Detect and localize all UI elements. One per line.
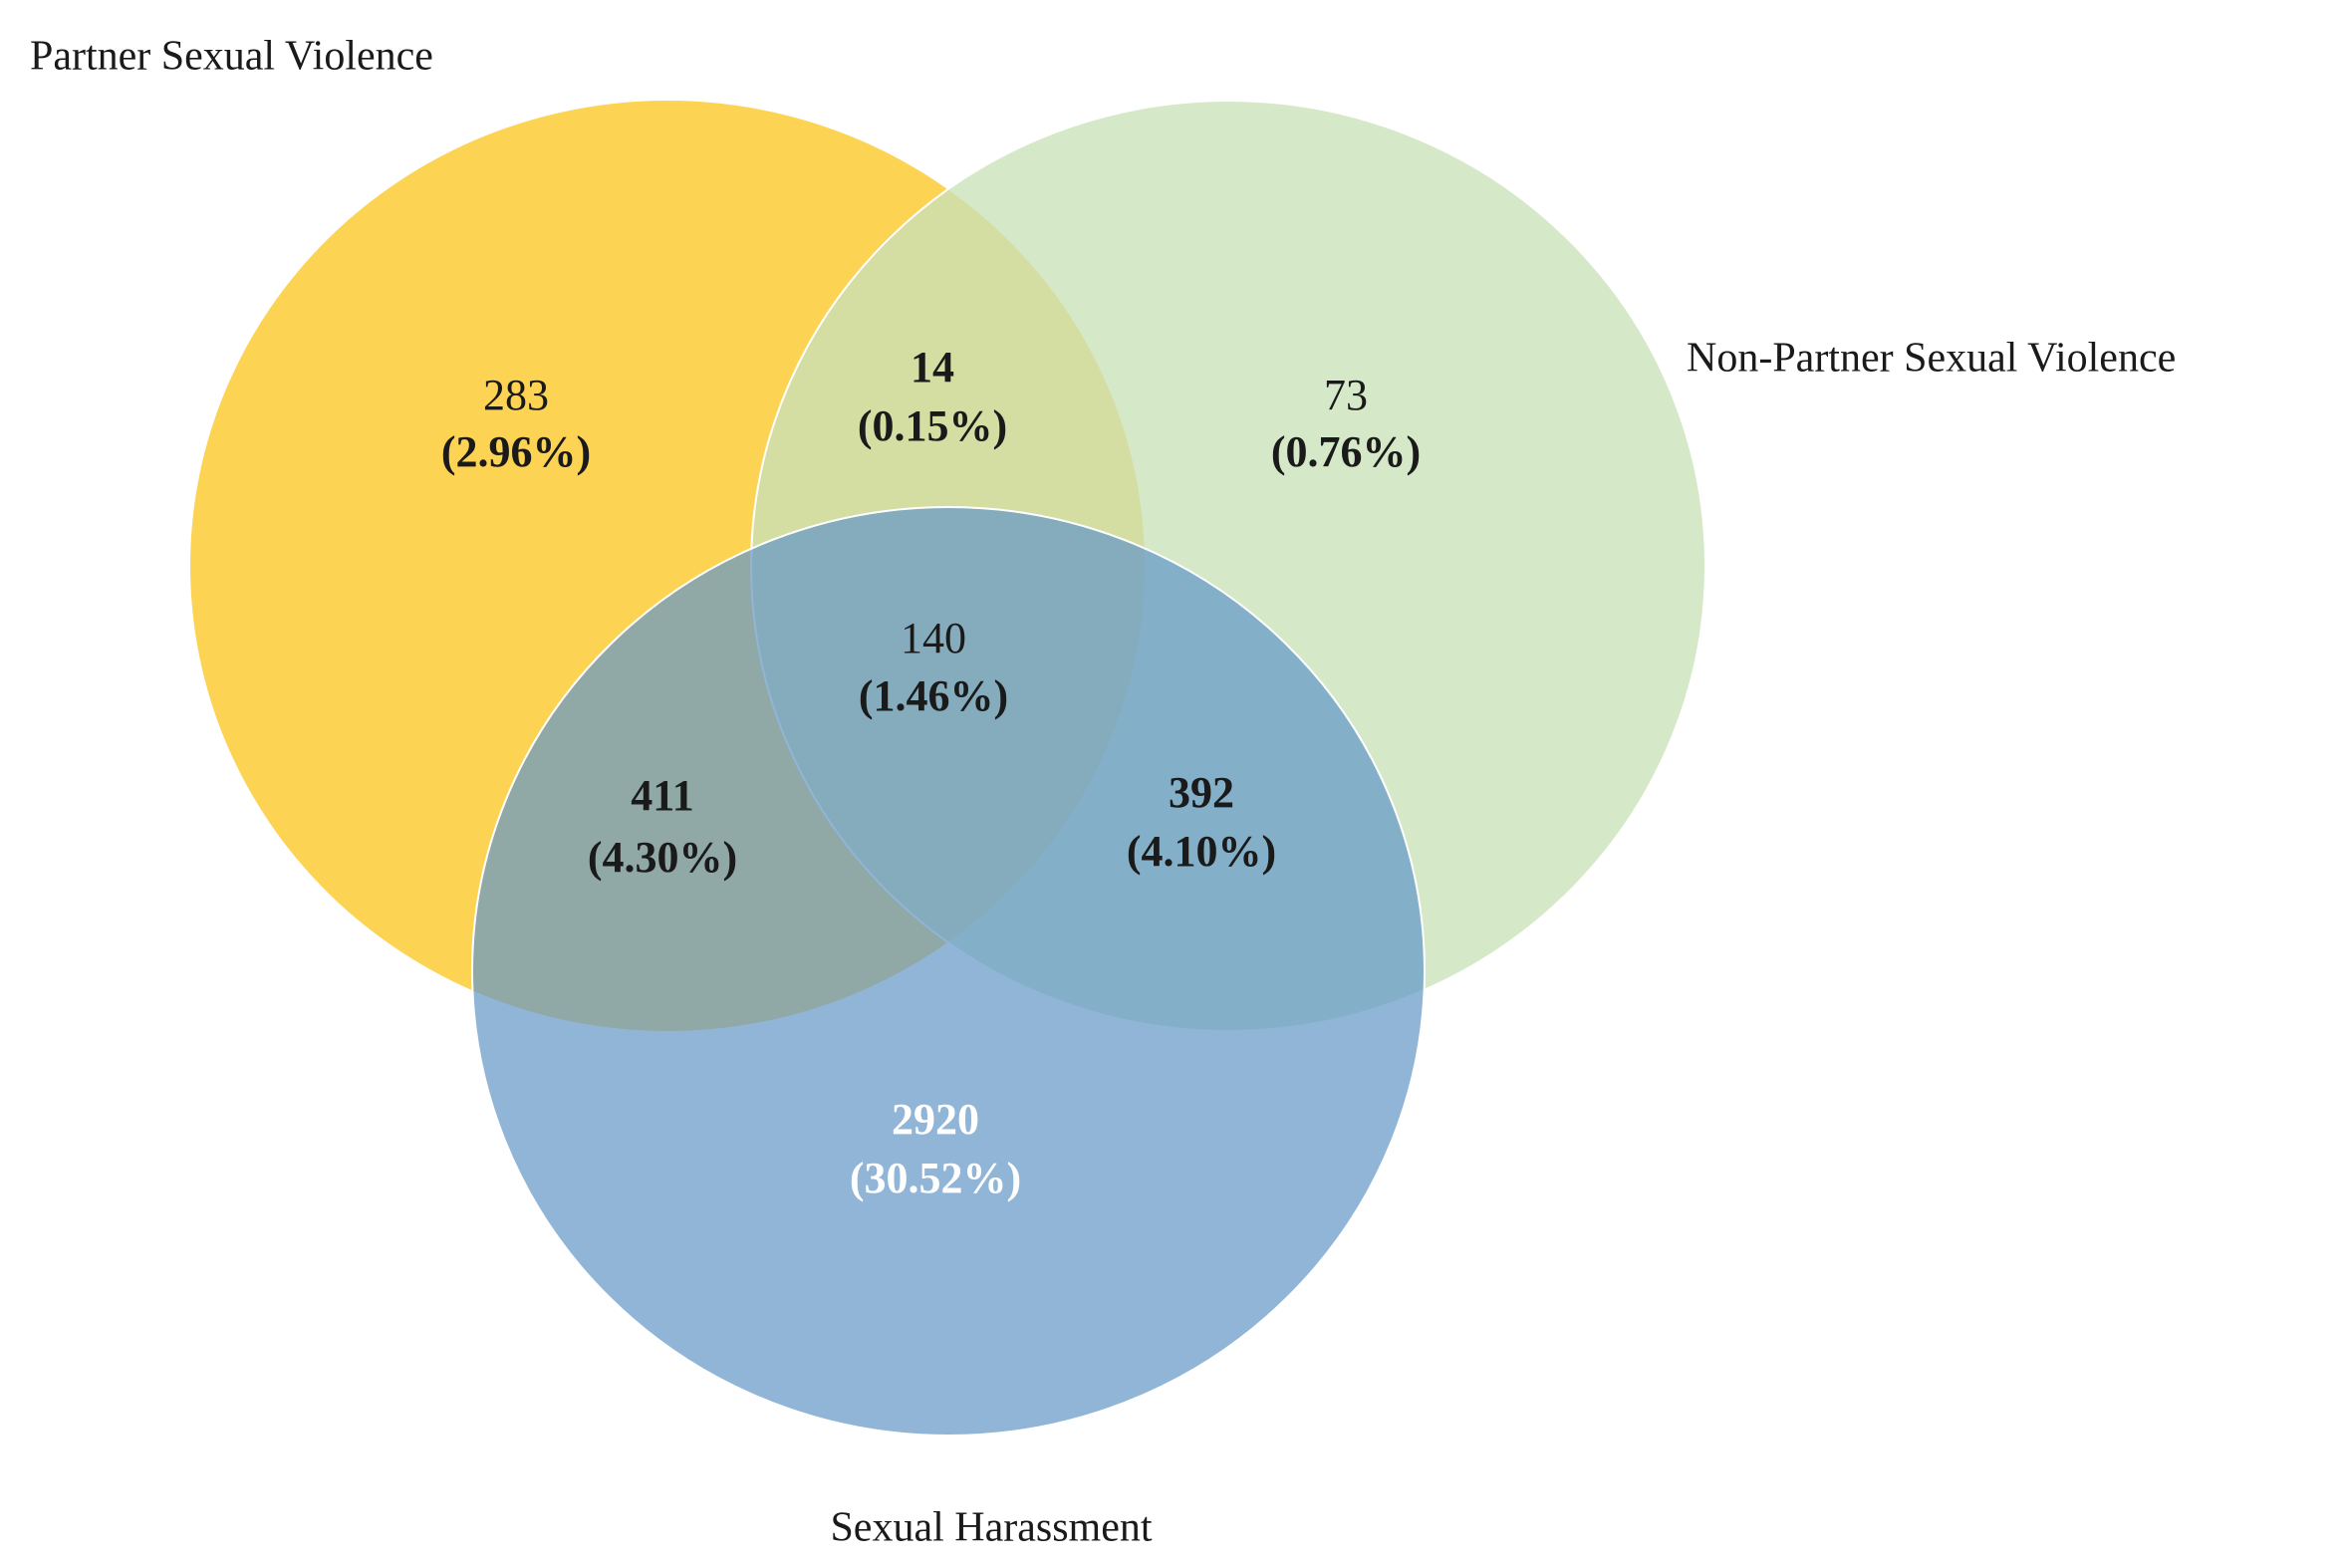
set-label: Non-Partner Sexual Violence bbox=[1687, 336, 2176, 382]
region-count: 283 bbox=[483, 371, 549, 419]
region-count: 73 bbox=[1324, 371, 1368, 419]
region-percent: (30.52%) bbox=[850, 1154, 1021, 1202]
region-percent: (0.76%) bbox=[1271, 427, 1421, 476]
region-count: 14 bbox=[911, 343, 954, 392]
region-count: 411 bbox=[631, 771, 694, 820]
region-count: 2920 bbox=[892, 1095, 979, 1144]
set-label: Partner Sexual Violence bbox=[30, 34, 433, 80]
region-percent: (2.96%) bbox=[441, 427, 591, 476]
circle-harassment bbox=[471, 506, 1426, 1437]
region-count: 392 bbox=[1169, 768, 1234, 817]
region-labels: 283 (2.96%) 14 (0.15%) 73 (0.76%) 140 (1… bbox=[441, 343, 1421, 1202]
region-percent: (4.10%) bbox=[1127, 827, 1276, 876]
set-label: Sexual Harassment bbox=[830, 1505, 1152, 1551]
region-percent: (4.30%) bbox=[588, 833, 737, 882]
region-count: 140 bbox=[901, 614, 966, 662]
region-percent: (1.46%) bbox=[859, 671, 1008, 720]
region-percent: (0.15%) bbox=[858, 401, 1007, 450]
